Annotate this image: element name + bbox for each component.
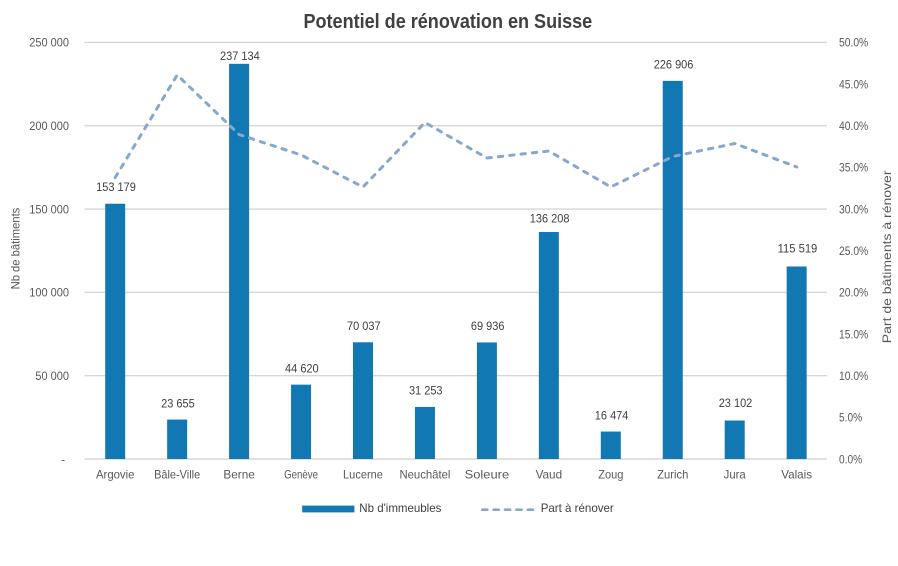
svg-text:10.0%: 10.0%: [839, 369, 869, 383]
svg-text:Part de bâtiments à rénover: Part de bâtiments à rénover: [880, 170, 894, 343]
svg-text:Lucerne: Lucerne: [343, 468, 383, 482]
svg-text:Berne: Berne: [223, 468, 255, 482]
svg-text:23 102: 23 102: [719, 396, 753, 410]
svg-text:150 000: 150 000: [29, 202, 69, 216]
svg-text:Potentiel de rénovation en Sui: Potentiel de rénovation en Suisse: [304, 11, 593, 33]
svg-text:Vaud: Vaud: [536, 468, 563, 482]
svg-text:136 208: 136 208: [530, 211, 570, 225]
svg-text:Nb de bâtiments: Nb de bâtiments: [9, 208, 23, 290]
svg-text:30.0%: 30.0%: [839, 202, 869, 216]
svg-text:25.0%: 25.0%: [839, 244, 869, 258]
svg-text:250 000: 250 000: [29, 36, 69, 50]
svg-text:0.0%: 0.0%: [839, 452, 862, 466]
svg-text:115 519: 115 519: [778, 241, 818, 255]
svg-text:Part à rénover: Part à rénover: [541, 501, 614, 515]
svg-text:50.0%: 50.0%: [839, 36, 869, 50]
svg-text:Zoug: Zoug: [598, 468, 623, 482]
svg-text:45.0%: 45.0%: [839, 77, 869, 91]
svg-text:100 000: 100 000: [29, 286, 69, 300]
svg-text:Nb d'immeubles: Nb d'immeubles: [359, 501, 441, 515]
svg-text:Jura: Jura: [724, 468, 746, 482]
svg-text:Zurich: Zurich: [657, 468, 688, 482]
svg-text:Bâle-Ville: Bâle-Ville: [154, 468, 200, 482]
svg-text:23 655: 23 655: [161, 396, 195, 410]
svg-text:153 179: 153 179: [96, 180, 136, 194]
svg-text:40.0%: 40.0%: [839, 119, 869, 133]
svg-text:44 620: 44 620: [285, 362, 319, 376]
svg-text:Valais: Valais: [781, 468, 812, 482]
svg-text:70 037: 70 037: [347, 319, 381, 333]
svg-text:35.0%: 35.0%: [839, 161, 869, 175]
svg-text:50 000: 50 000: [35, 369, 69, 383]
svg-text:15.0%: 15.0%: [839, 327, 869, 341]
svg-text:Neuchâtel: Neuchâtel: [399, 468, 450, 482]
svg-text:-: -: [61, 452, 65, 466]
svg-text:200 000: 200 000: [29, 119, 69, 133]
svg-text:226 906: 226 906: [654, 58, 694, 72]
svg-text:69 936: 69 936: [471, 319, 505, 333]
svg-text:Argovie: Argovie: [96, 468, 135, 482]
svg-text:Genève: Genève: [284, 468, 318, 482]
svg-text:237 134: 237 134: [220, 49, 260, 63]
svg-text:31 253: 31 253: [409, 384, 443, 398]
svg-text:16 474: 16 474: [595, 409, 629, 423]
svg-text:Soleure: Soleure: [465, 468, 510, 482]
svg-text:20.0%: 20.0%: [839, 286, 869, 300]
svg-text:5.0%: 5.0%: [839, 411, 862, 425]
